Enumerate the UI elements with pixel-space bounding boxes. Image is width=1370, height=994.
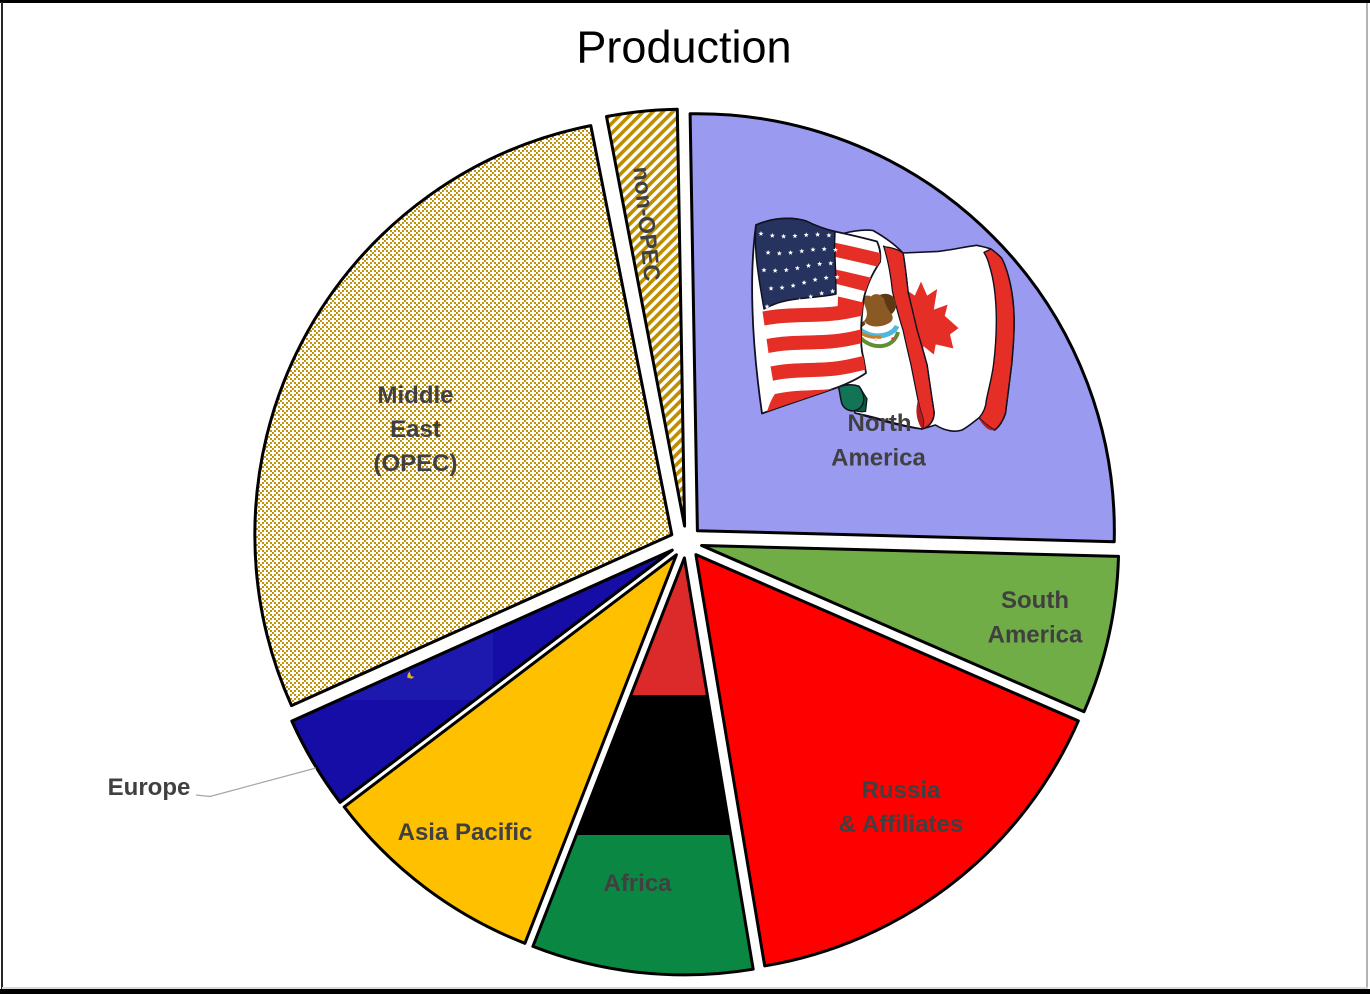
- svg-text:America: America: [988, 622, 1083, 649]
- svg-text:North: North: [848, 410, 912, 437]
- svg-text:East: East: [390, 416, 441, 443]
- svg-text:America: America: [831, 445, 926, 472]
- svg-text:Asia Pacific: Asia Pacific: [398, 819, 533, 846]
- svg-text:Europe: Europe: [108, 774, 191, 801]
- svg-text:Africa: Africa: [603, 870, 672, 897]
- svg-text:Russia: Russia: [862, 777, 941, 804]
- svg-text:Production: Production: [576, 22, 791, 73]
- svg-text:Middle: Middle: [378, 382, 454, 409]
- svg-text:South: South: [1001, 587, 1069, 614]
- svg-text:(OPEC): (OPEC): [374, 450, 458, 477]
- svg-text:& Affiliates: & Affiliates: [839, 811, 963, 838]
